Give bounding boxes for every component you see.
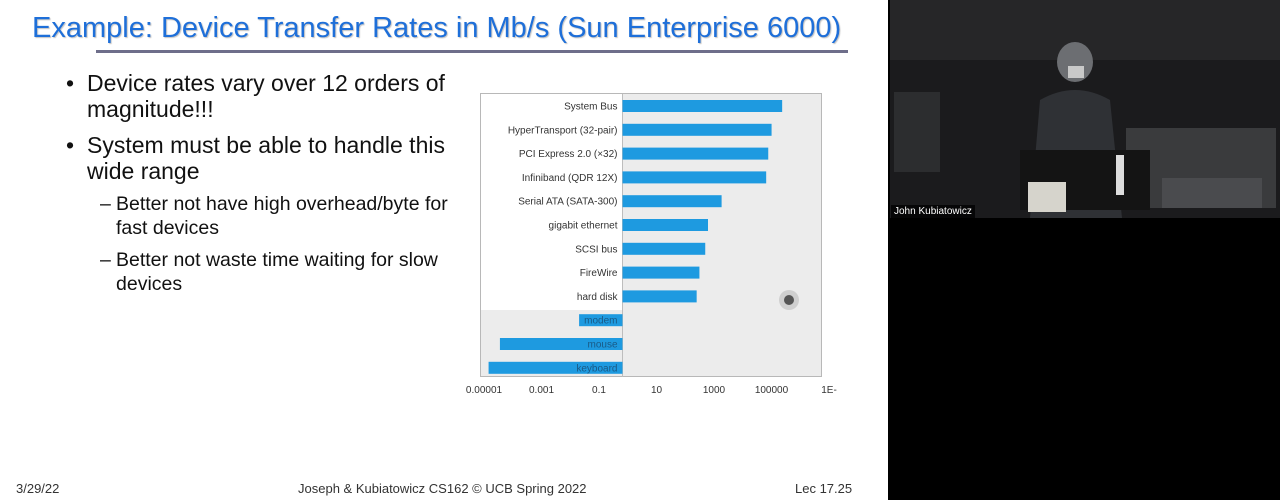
title-underline (96, 50, 848, 53)
cursor-dot (784, 295, 794, 305)
chart-category-label: PCI Express 2.0 (×32) (519, 149, 618, 160)
transfer-rate-chart: System Bus HyperTransport (32-pair) PCI Ex… (466, 94, 837, 396)
footer-date: 3/29/22 (16, 481, 60, 496)
chart-bar (622, 242, 706, 255)
bullet-dot: • (66, 70, 75, 96)
speaker-video (890, 0, 1280, 218)
chart-category-label: FireWire (580, 268, 618, 279)
speaker-video-frame (890, 0, 1280, 218)
bullet-dot: • (66, 132, 75, 158)
chart-bar (622, 195, 722, 208)
sub-bullet-list: – Better not have high overhead/byte for… (100, 192, 462, 296)
bullet-list: • Device rates vary over 12 orders of ma… (62, 70, 462, 304)
chart-tick-label: 0.00001 (466, 385, 503, 396)
sub-bullet-text: Better not waste time waiting for slow d… (116, 249, 438, 295)
chart-tick-label: 0.001 (529, 385, 554, 396)
chart-bar (579, 314, 623, 327)
chart-bar (622, 266, 700, 279)
sub-bullet-item: – Better not waste time waiting for slow… (100, 248, 462, 296)
slide-title: Example: Device Transfer Rates in Mb/s (… (32, 12, 842, 44)
chart-bar (622, 290, 697, 303)
sub-bullet-dash: – (100, 249, 111, 271)
chart-bar (622, 219, 708, 231)
chart-label-panel (481, 94, 623, 310)
chart-category-label: SCSI bus (575, 244, 617, 255)
bullet-item: • System must be able to handle this wid… (62, 132, 462, 184)
chart-category-label: Infiniband (QDR 12X) (522, 173, 618, 184)
chart-bar (622, 171, 767, 184)
lecture-slide: Example: Device Transfer Rates in Mb/s (… (0, 0, 888, 500)
chart-tick-label: 1000 (703, 385, 726, 396)
speaker-name-label: John Kubiatowicz (891, 205, 975, 218)
chart-bar (499, 338, 623, 350)
chart-category-label: HyperTransport (32-pair) (508, 125, 618, 136)
chart-category-label: modem (584, 316, 617, 327)
chart-bar (622, 123, 772, 136)
chart-bar (622, 100, 783, 112)
chart-category-label: hard disk (577, 292, 619, 303)
chart-category-label: keyboard (576, 363, 617, 374)
chart-tick-label: 100000 (755, 385, 789, 396)
chart-tick-label: 1E- (821, 385, 837, 396)
chart-tick-label: 10 (651, 385, 663, 396)
sub-bullet-item: – Better not have high overhead/byte for… (100, 192, 462, 240)
chart-category-label: mouse (587, 340, 617, 351)
footer-lecture-number: Lec 17.25 (795, 481, 853, 496)
chart-bar (622, 147, 769, 160)
bullet-text: System must be able to handle this wide … (87, 132, 445, 184)
chart-category-label: System Bus (564, 102, 617, 113)
chart-category-label: gigabit ethernet (549, 221, 618, 232)
chart-bar (488, 361, 623, 374)
footer-course: Joseph & Kubiatowicz CS162 © UCB Spring … (298, 481, 587, 496)
bullet-text: Device rates vary over 12 orders of magn… (87, 70, 445, 122)
chart-category-label: Serial ATA (SATA-300) (518, 197, 617, 208)
sub-bullet-text: Better not have high overhead/byte for f… (116, 193, 448, 239)
chart-tick-label: 0.1 (592, 385, 606, 396)
sub-bullet-dash: – (100, 193, 111, 215)
bullet-item: • Device rates vary over 12 orders of ma… (62, 70, 462, 122)
